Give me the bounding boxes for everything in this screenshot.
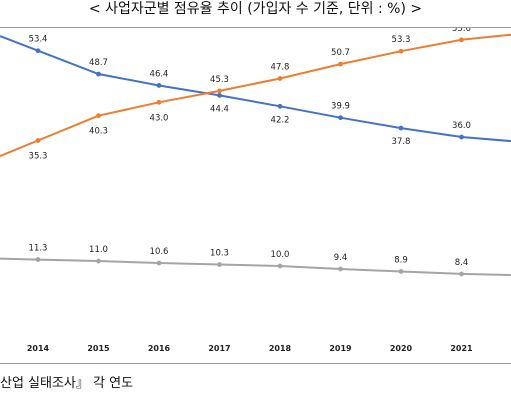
- series-1-point-2019: [338, 115, 343, 121]
- series-3-point-2018: [277, 263, 283, 269]
- series-3-point-2015: [96, 258, 101, 264]
- series-2-data-label-2016: 43.0: [150, 113, 169, 123]
- series-1-data-label-2016: 46.4: [150, 69, 169, 79]
- series-3-data-label-2015: 11.0: [89, 245, 108, 255]
- series-3-point-2020: [398, 269, 404, 274]
- series-2-data-label-2017: 45.3: [210, 75, 229, 85]
- series-1-point-2017: [217, 92, 222, 98]
- x-tick-label-2020: 2020: [390, 344, 413, 353]
- series-1-data-label-2020: 37.8: [392, 137, 411, 147]
- chart-frame: 53.4 48.7 46.4 44.4 42.2 39.9 37.8 36.0 35.3 40.3…: [0, 27, 511, 364]
- series-3-point-2017: [217, 262, 222, 267]
- series-1-line: [0, 35, 511, 143]
- series-1-point-2021: [459, 134, 464, 140]
- series-2-point-2021: [459, 37, 464, 43]
- series-1-data-label-2018: 42.2: [271, 115, 290, 125]
- x-tick-label-2016: 2016: [148, 344, 171, 353]
- series-2-data-label-2019: 50.7: [331, 48, 350, 58]
- series-1-point-2020: [398, 125, 404, 131]
- x-tick-label-2015: 2015: [87, 344, 110, 353]
- series-1-data-label-2015: 48.7: [89, 58, 108, 68]
- series-1-point-2015: [96, 71, 101, 77]
- series-1-data-label-2014: 53.4: [29, 35, 48, 45]
- source-note: 산업 실태조사』 각 연도: [0, 376, 134, 391]
- series-2-data-label-2021: 55.6: [452, 28, 471, 34]
- series-3-data-label-2020: 8.9: [394, 255, 408, 265]
- x-tick-label-2018: 2018: [269, 344, 292, 353]
- series-1-point-2018: [277, 103, 283, 109]
- series-3-data-label-2014: 11.3: [29, 244, 48, 254]
- series-3-point-2014: [35, 257, 41, 262]
- series-2-point-2019: [338, 61, 343, 67]
- series-2-point-2020: [398, 48, 404, 54]
- series-3-data-label-2021: 8.4: [455, 258, 469, 268]
- series-3-line: [0, 257, 511, 277]
- series-1-data-label-2021: 36.0: [452, 121, 471, 131]
- series-2-data-label-2018: 47.8: [271, 63, 290, 73]
- series-1-data-label-2017: 44.4: [210, 104, 229, 114]
- series-3-point-2016: [156, 260, 162, 266]
- series-2-point-2017: [217, 88, 222, 94]
- x-tick-label-2021: 2021: [450, 344, 473, 353]
- series-2-line: [0, 33, 511, 158]
- series-2-data-label-2015: 40.3: [89, 127, 108, 137]
- series-2-point-2018: [277, 76, 283, 81]
- chart-title: < 사업자군별 점유율 추이 (가입자 수 기준, 단위 : %) >: [88, 1, 423, 17]
- series-2-data-label-2020: 53.3: [392, 35, 411, 45]
- series-1-data-label-2019: 39.9: [331, 102, 350, 112]
- series-3-data-label-2017: 10.3: [210, 249, 229, 259]
- series-2-point-2016: [156, 99, 162, 105]
- series-3-point-2019: [338, 266, 343, 272]
- series-2-point-2015: [96, 113, 101, 119]
- series-2-data-label-2014: 35.3: [29, 152, 48, 162]
- x-tick-label-2017: 2017: [208, 344, 230, 353]
- line-chart: 53.4 48.7 46.4 44.4 42.2 39.9 37.8 36.0 35.3 40.3…: [0, 28, 511, 353]
- series-1-point-2014: [35, 48, 41, 54]
- x-tick-label-2014: 2014: [27, 344, 50, 353]
- series-3-data-label-2019: 9.4: [334, 253, 348, 263]
- series-3-point-2021: [459, 271, 464, 277]
- series-1-point-2016: [156, 83, 162, 88]
- series-3-data-label-2018: 10.0: [271, 250, 290, 260]
- series-3-data-label-2016: 10.6: [150, 247, 169, 257]
- series-2-point-2014: [35, 138, 41, 143]
- x-tick-label-2019: 2019: [329, 344, 352, 353]
